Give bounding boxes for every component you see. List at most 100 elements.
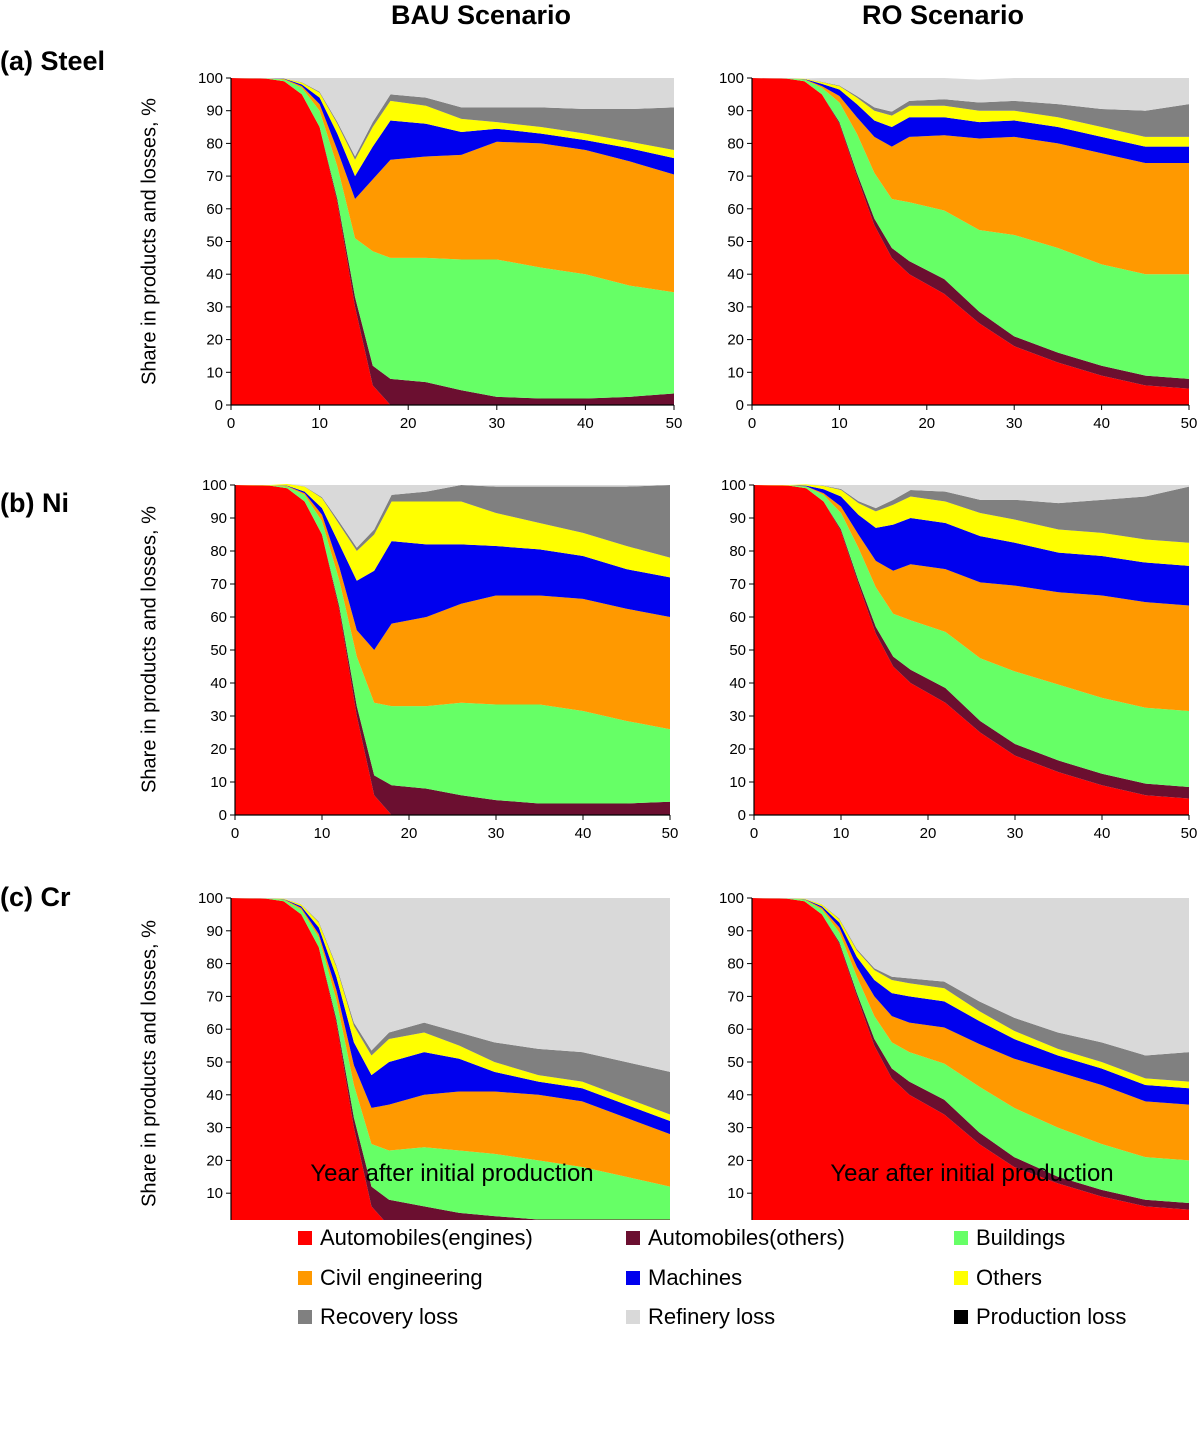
y-tick-label: 0 [738, 807, 746, 824]
y-tick-label: 90 [210, 510, 227, 527]
y-tick-label: 90 [729, 510, 746, 527]
legend-swatch [298, 1231, 312, 1245]
y-tick-label: 10 [210, 774, 227, 791]
legend-item-buildings: Buildings [954, 1225, 1065, 1251]
x-tick-label: 20 [920, 825, 937, 842]
legend-item-machines: Machines [626, 1265, 742, 1291]
x-tick-label: 40 [1093, 415, 1110, 432]
row-label-cr: (c) Cr [0, 882, 71, 912]
y-tick-label: 60 [727, 201, 744, 218]
y-tick-label: 60 [727, 1021, 744, 1038]
x-tick-label: 0 [750, 825, 758, 842]
area-automobiles-engines [235, 485, 670, 815]
x-tick-label: 30 [1006, 415, 1023, 432]
y-tick-label: 40 [727, 1087, 744, 1104]
y-tick-label: 40 [727, 266, 744, 283]
legend-swatch [954, 1310, 968, 1324]
area-civil-engineering [754, 485, 1189, 712]
x-tick-label: 40 [575, 825, 592, 842]
y-tick-label: 50 [210, 642, 227, 659]
area-recovery-loss [235, 484, 670, 558]
y-tick-label: 60 [210, 609, 227, 626]
legend-swatch [626, 1231, 640, 1245]
y-tick-label: 100 [719, 890, 744, 907]
legend-label: Refinery loss [648, 1304, 776, 1329]
y-tick-label: 50 [206, 234, 223, 251]
y-tick-label: 70 [727, 168, 744, 185]
chart-ni-bau-scenario: 0 10 20 30 40 50 60 70 80 90 100 0 10 20 30 40 50 [202, 477, 678, 842]
area-buildings [752, 78, 1189, 379]
area-machines [754, 485, 1189, 606]
legend-label: Machines [648, 1265, 743, 1290]
x-tick-label: 30 [488, 415, 505, 432]
y-tick-label: 90 [727, 103, 744, 120]
area-refinery-loss [231, 78, 674, 157]
row-label-ni: (b) Ni [0, 488, 69, 518]
y-tick-label: 20 [206, 332, 223, 349]
y-tick-label: 90 [206, 923, 223, 940]
legend-item-automobiles-engines: Automobiles(engines) [298, 1225, 533, 1251]
x-tick-label: 0 [748, 415, 756, 432]
x-tick-label: 30 [488, 825, 505, 842]
y-tick-label: 20 [727, 332, 744, 349]
legend-label: Production loss [976, 1304, 1127, 1329]
x-tick-label: 0 [227, 415, 235, 432]
y-tick-label: 60 [729, 609, 746, 626]
y-tick-label: 80 [206, 956, 223, 973]
x-axis-title-ro: Year after initial production [830, 1160, 1114, 1187]
y-tick-label: 40 [206, 266, 223, 283]
area-recovery-loss [752, 78, 1189, 137]
area-machines [231, 78, 674, 199]
y-tick-label: 50 [727, 1054, 744, 1071]
legend: Automobiles(engines) Automobiles(others)… [298, 1225, 1198, 1405]
legend-item-civil-engineering: Civil engineering [298, 1265, 483, 1291]
x-axis-title-bau: Year after initial production [310, 1160, 594, 1187]
y-tick-label: 70 [206, 988, 223, 1005]
legend-swatch [954, 1271, 968, 1285]
y-tick-label: 100 [719, 70, 744, 87]
area-recovery-loss [752, 898, 1189, 1082]
legend-label: Others [976, 1265, 1043, 1290]
area-refinery-loss [752, 78, 1189, 112]
x-tick-label: 20 [918, 415, 935, 432]
legend-label: Buildings [976, 1225, 1066, 1250]
area-automobiles-engines [754, 485, 1189, 815]
y-tick-label: 30 [206, 299, 223, 316]
y-tick-label: 20 [210, 741, 227, 758]
y-tick-label: 80 [727, 135, 744, 152]
y-tick-label: 70 [206, 168, 223, 185]
x-tick-label: 30 [1007, 825, 1024, 842]
y-tick-label: 0 [215, 397, 223, 414]
legend-item-others: Others [954, 1265, 1042, 1291]
x-tick-label: 50 [662, 825, 679, 842]
area-refinery-loss [235, 484, 670, 548]
y-tick-label: 100 [198, 890, 223, 907]
y-tick-label: 40 [210, 675, 227, 692]
area-buildings [754, 485, 1189, 787]
y-tick-label: 20 [206, 1152, 223, 1169]
area-others [754, 484, 1189, 566]
x-tick-label: 50 [666, 415, 683, 432]
legend-swatch [298, 1271, 312, 1285]
y-tick-label: 100 [202, 477, 227, 494]
y-tick-label: 10 [729, 774, 746, 791]
y-tick-label: 0 [736, 397, 744, 414]
area-recovery-loss [231, 898, 670, 1115]
legend-swatch [626, 1271, 640, 1285]
chart-steel-bau-scenario: 0 10 20 30 40 50 60 70 80 90 100 0 10 20 30 40 50 [198, 70, 682, 432]
legend-label: Recovery loss [320, 1304, 459, 1329]
y-tick-label: 50 [206, 1054, 223, 1071]
legend-swatch [954, 1231, 968, 1245]
x-tick-label: 50 [1181, 415, 1198, 432]
x-tick-label: 50 [1181, 825, 1198, 842]
y-tick-label: 50 [727, 234, 744, 251]
y-tick-label: 90 [727, 923, 744, 940]
area-civil-engineering [752, 78, 1189, 275]
y-tick-label: 100 [198, 70, 223, 87]
x-tick-label: 40 [577, 415, 594, 432]
area-recovery-loss [231, 78, 674, 160]
x-tick-label: 0 [231, 825, 239, 842]
